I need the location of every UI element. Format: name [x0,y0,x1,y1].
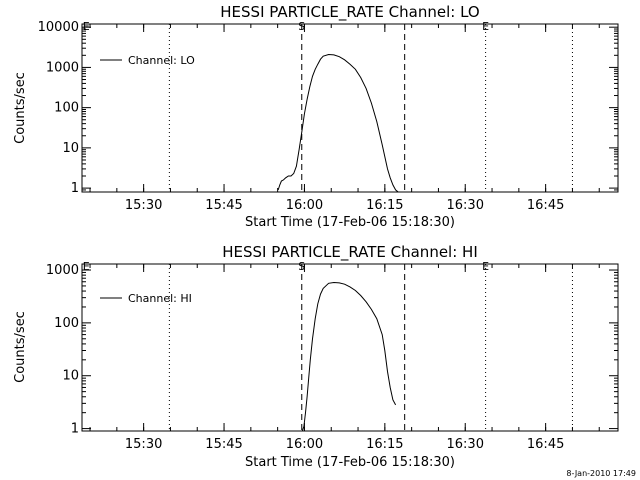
marker-label-hi: E [482,260,489,273]
x-tick-label-hi: 16:30 [447,437,484,452]
generation-timestamp: 8-Jan-2010 17:49 [566,469,636,478]
y-tick-label-hi: 1 [71,422,79,437]
y-tick-label-hi: 10 [62,369,79,384]
x-tick-label-lo: 16:00 [286,198,323,213]
x-tick-label-hi: 16:15 [366,437,403,452]
y-tick-label-lo: 1 [71,181,79,196]
x-tick-label-lo: 16:45 [527,198,564,213]
y-tick-label-lo: 100 [54,101,79,116]
x-axis-label-hi: Start Time (17-Feb-06 15:18:30) [245,455,455,470]
x-tick-label-lo: 15:30 [125,198,162,213]
y-axis-label-lo: Counts/sec [13,72,28,144]
x-tick-label-hi: 16:45 [527,437,564,452]
marker-label-hi: S [298,260,305,273]
x-tick-label-hi: 15:45 [205,437,242,452]
chart-title-hi: HESSI PARTICLE_RATE Channel: HI [222,243,478,262]
marker-label-hi: E [83,260,90,273]
series-line-hi [301,281,397,432]
plot-frame-hi [81,263,619,432]
marker-label-lo: E [482,20,489,33]
panel-hi: HESSI PARTICLE_RATE Channel: HI Start Ti… [13,243,619,470]
x-axis-label-lo: Start Time (17-Feb-06 15:18:30) [245,215,455,230]
legend-label-lo: Channel: LO [128,54,195,67]
y-tick-label-lo: 10 [62,141,79,156]
y-tick-label-lo: 10000 [38,20,79,35]
legend-label-hi: Channel: HI [128,292,192,305]
y-axis-label-hi: Counts/sec [13,311,28,383]
x-tick-label-hi: 16:00 [286,437,323,452]
x-tick-label-lo: 16:15 [366,198,403,213]
y-tick-label-hi: 100 [54,316,79,331]
x-tick-label-hi: 15:30 [125,437,162,452]
series-line-lo [277,53,399,193]
x-tick-label-lo: 15:45 [205,198,242,213]
x-tick-label-lo: 16:30 [447,198,484,213]
marker-label-lo: S [298,20,305,33]
plot-frame-lo [81,23,619,193]
chart-title-lo: HESSI PARTICLE_RATE Channel: LO [220,3,479,22]
panel-lo: HESSI PARTICLE_RATE Channel: LO Start Ti… [13,3,619,230]
y-tick-label-lo: 1000 [46,60,79,75]
marker-label-lo: E [83,20,90,33]
y-tick-label-hi: 1000 [46,263,79,278]
